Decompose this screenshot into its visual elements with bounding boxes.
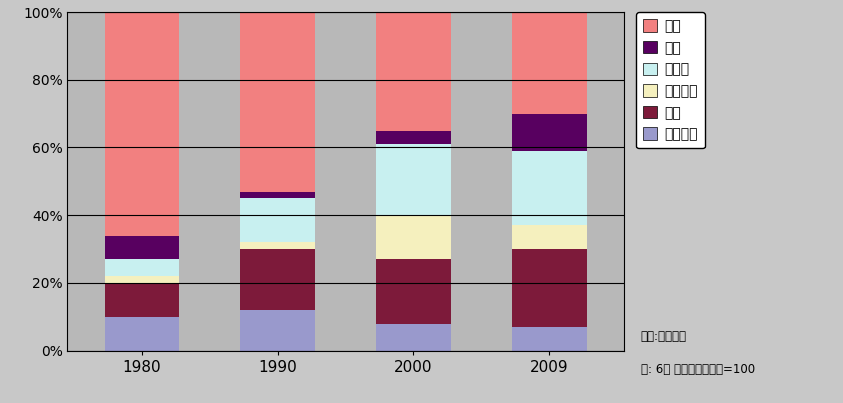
Legend: 건설, 조선, 자동차, 전기전자, 기계, 조립금속: 건설, 조선, 자동차, 전기전자, 기계, 조립금속 xyxy=(636,12,705,148)
Bar xyxy=(376,259,451,324)
Bar xyxy=(105,276,180,283)
Bar xyxy=(512,225,587,249)
Bar xyxy=(376,144,451,215)
Text: 주: 6대 철강다소비산업=100: 주: 6대 철강다소비산업=100 xyxy=(641,363,754,376)
Bar xyxy=(376,12,451,131)
Bar xyxy=(512,249,587,327)
Bar xyxy=(105,235,180,259)
Bar xyxy=(376,131,451,144)
Bar xyxy=(512,12,587,114)
Bar xyxy=(240,310,315,351)
Bar xyxy=(105,283,180,317)
Bar xyxy=(512,151,587,225)
Bar xyxy=(240,191,315,198)
Bar xyxy=(105,12,180,235)
Bar xyxy=(105,317,180,351)
Text: 자료:한국은행: 자료:한국은행 xyxy=(641,330,687,343)
Bar xyxy=(512,327,587,351)
Bar xyxy=(240,12,315,191)
Bar xyxy=(240,198,315,242)
Bar xyxy=(240,242,315,249)
Bar xyxy=(105,259,180,276)
Bar xyxy=(240,249,315,310)
Bar xyxy=(512,114,587,151)
Bar xyxy=(376,215,451,259)
Bar xyxy=(376,324,451,351)
